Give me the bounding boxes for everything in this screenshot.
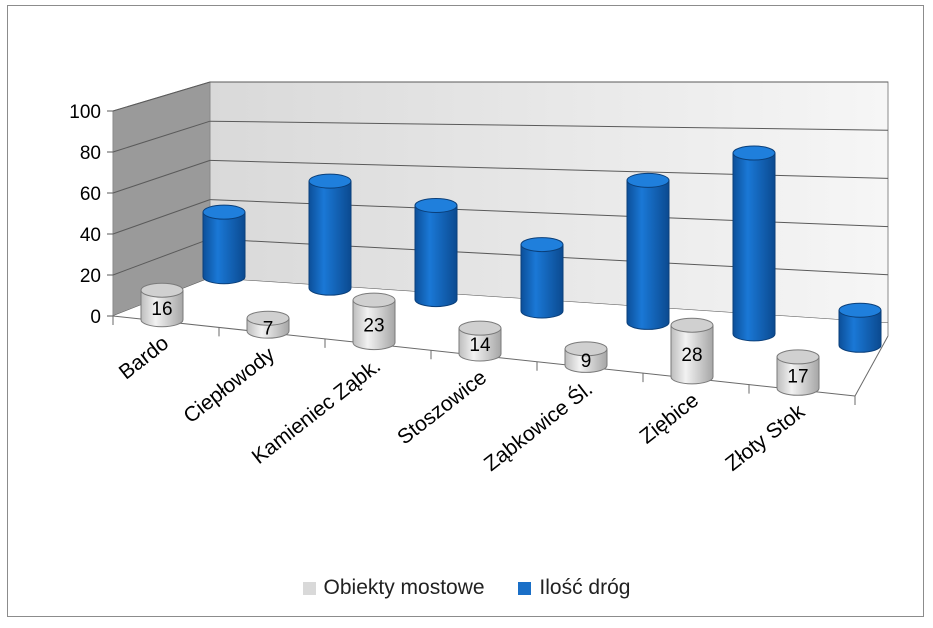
- bar-ilosc-drog-5: [732, 145, 776, 342]
- gridline-left-2: [112, 199, 211, 235]
- y-tick-label-0: 0: [90, 307, 101, 328]
- chart-walls: [112, 81, 889, 324]
- legend-label-series-1: Obiekty mostowe: [323, 576, 485, 599]
- x-category-label-6: Złoty Stok: [721, 400, 809, 476]
- x-category-label-0: Bardo: [115, 332, 173, 385]
- y-tick-label-3: 60: [80, 184, 101, 205]
- bar-obiekty-mostowe-2: [352, 292, 396, 351]
- gridline-left-5: [112, 81, 211, 112]
- legend-item-series-1: Obiekty mostowe: [302, 576, 485, 600]
- legend-swatch-series-1: [302, 581, 316, 595]
- data-label-obiekty-mostowe-4: 9: [581, 351, 592, 372]
- gridline-left-1: [112, 238, 211, 276]
- gridline-left-3: [112, 159, 211, 194]
- bar-obiekty-mostowe-5: [670, 317, 714, 385]
- data-label-obiekty-mostowe-1: 7: [263, 319, 274, 340]
- bar-ilosc-drog-1: [308, 173, 352, 296]
- y-tick-label-4: 80: [80, 143, 101, 164]
- data-label-obiekty-mostowe-6: 17: [787, 367, 808, 388]
- bar-obiekty-mostowe-6: [776, 349, 820, 396]
- bar-obiekty-mostowe-4: [564, 341, 608, 373]
- gridline-left-4: [112, 120, 211, 153]
- x-category-label-1: Ciepłowody: [179, 343, 279, 428]
- bar-ilosc-drog-0: [202, 204, 246, 285]
- floor-right-edge: [854, 335, 889, 397]
- y-tick-label-2: 40: [80, 225, 101, 246]
- data-label-obiekty-mostowe-2: 23: [363, 315, 384, 336]
- bar-obiekty-mostowe-1: [246, 310, 290, 339]
- bar-ilosc-drog-3: [520, 237, 564, 319]
- chart-bars: 16 7 23 14 9 28 17: [140, 145, 882, 396]
- data-label-obiekty-mostowe-5: 28: [681, 345, 702, 366]
- chart-legend: Obiekty mostowe Ilość dróg: [0, 576, 933, 601]
- legend-label-series-2: Ilość dróg: [539, 576, 631, 599]
- bar-ilosc-drog-6: [838, 302, 882, 353]
- bar-ilosc-drog-4: [626, 172, 670, 330]
- legend-swatch-series-2: [518, 581, 532, 595]
- x-category-label-3: Stoszowice: [393, 366, 491, 450]
- y-tick-label-5: 100: [69, 102, 101, 123]
- y-tick-label-1: 20: [80, 266, 101, 287]
- left-wall: [112, 81, 211, 317]
- bar-obiekty-mostowe-0: [140, 282, 184, 328]
- y-axis-ticks: 0 20 40 60 80 100: [69, 102, 101, 328]
- gridline-back-4: [209, 120, 889, 131]
- data-label-obiekty-mostowe-3: 14: [469, 335, 491, 356]
- x-category-label-4: Ząbkowice Śl.: [479, 376, 597, 475]
- legend-item-series-2: Ilość dróg: [518, 576, 630, 600]
- data-label-obiekty-mostowe-0: 16: [151, 299, 172, 320]
- bar-ilosc-drog-2: [414, 197, 458, 308]
- x-category-label-5: Ziębice: [636, 389, 704, 449]
- x-category-label-2: Kamieniec Ząbk.: [248, 354, 385, 468]
- bar-obiekty-mostowe-3: [458, 320, 502, 362]
